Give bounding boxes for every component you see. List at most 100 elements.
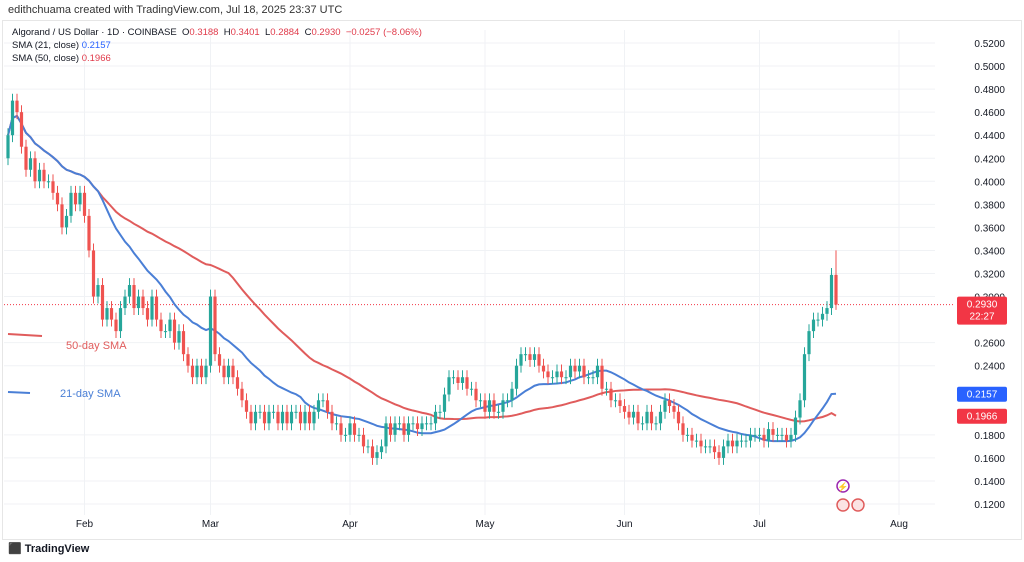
candle-body (505, 400, 510, 402)
time-tick-label: May (476, 519, 495, 530)
candle-body (600, 365, 604, 389)
candle-body (312, 411, 316, 424)
candle-body (294, 411, 298, 413)
open-label: O (182, 27, 190, 38)
candle-body (519, 354, 523, 366)
candle-body (645, 411, 649, 424)
candle-body (514, 365, 519, 389)
candle-body (667, 400, 672, 407)
candle-body (730, 440, 735, 447)
open-value: 0.3188 (189, 27, 219, 38)
candle-body (298, 411, 303, 424)
candle-body (244, 400, 249, 412)
time-tick-label: Aug (890, 519, 908, 530)
time-tick-label: Jun (616, 519, 632, 530)
candle-body (145, 308, 150, 320)
candle-body (762, 434, 766, 441)
symbol-title[interactable]: Algorand / US Dollar · 1D · COINBASE (12, 27, 177, 38)
candle-body (537, 354, 541, 366)
candle-body (559, 371, 564, 378)
candle-body (10, 100, 15, 136)
candle-body (127, 285, 132, 297)
candle-body (19, 112, 24, 147)
candle-body (24, 146, 28, 170)
candle-body (771, 429, 775, 435)
candle-body (105, 308, 109, 320)
price-tag-value: 0.2930 (967, 300, 998, 311)
candle-body (402, 423, 406, 435)
sma21-tag-value: 0.2157 (967, 390, 998, 401)
candle-body (249, 411, 253, 424)
candle-body (613, 400, 618, 402)
sma50-annotation: 50-day SMA (66, 340, 127, 352)
price-tick-label: 0.4800 (974, 85, 1005, 96)
price-tick-label: 0.3200 (974, 270, 1005, 281)
candle-body (303, 411, 307, 424)
price-tag: 0.2930 22:27 (957, 296, 1007, 325)
candle-body (456, 377, 460, 383)
candle-body (316, 400, 321, 412)
low-value: 0.2884 (270, 27, 300, 38)
candle-body (735, 440, 739, 447)
candles (6, 93, 838, 465)
candle-body (717, 452, 721, 458)
candle-body (379, 446, 384, 453)
candle-body (753, 434, 757, 436)
candle-body (825, 308, 829, 314)
high-label: H (223, 27, 231, 38)
low-label: L (264, 27, 271, 38)
candle-body (784, 434, 789, 441)
sma50-value: 0.1966 (81, 53, 111, 64)
candle-body (798, 400, 802, 418)
sma21-row[interactable]: SMA (21, close) 0.2157 (12, 39, 422, 52)
candle-body (807, 331, 811, 355)
candle-body (330, 411, 334, 424)
candle-body (433, 411, 438, 424)
candle-body (424, 423, 429, 425)
price-tick-label: 0.5200 (974, 39, 1005, 50)
candle-body (496, 411, 501, 413)
price-tag-countdown: 22:27 (969, 312, 994, 323)
candle-body (15, 100, 19, 113)
candle-body (469, 388, 474, 390)
candle-body (262, 411, 267, 424)
candle-body (631, 411, 636, 418)
time-tick-label: Feb (76, 519, 94, 530)
sma50-row[interactable]: SMA (50, close) 0.1966 (12, 52, 422, 65)
candle-body (87, 215, 91, 251)
candle-body (168, 319, 172, 332)
candle-body (397, 423, 402, 425)
candle-body (573, 365, 577, 372)
lightning-event-icon (836, 479, 850, 493)
chart-legend: Algorand / US Dollar · 1D · COINBASE O0.… (12, 26, 422, 65)
candle-body (375, 452, 379, 458)
candle-body (523, 354, 528, 356)
candle-body (280, 411, 285, 424)
candle-body (739, 440, 744, 442)
candle-body (159, 319, 163, 332)
candle-body (55, 192, 60, 205)
candle-body (415, 423, 420, 430)
candle-body (766, 429, 771, 441)
candle-body (465, 377, 469, 389)
candle-body (96, 285, 100, 297)
time-tick-label: Jul (753, 519, 766, 530)
candle-body (622, 406, 627, 412)
ohlc-row: Algorand / US Dollar · 1D · COINBASE O0.… (12, 26, 422, 39)
candle-body (474, 388, 478, 401)
candle-body (28, 158, 33, 170)
candle-body (177, 331, 181, 343)
price-tick-label: 0.4400 (974, 131, 1005, 142)
event-icons[interactable]: ⚡ (836, 479, 865, 512)
candle-body (136, 296, 141, 309)
candle-body (708, 446, 712, 448)
candle-body (276, 411, 280, 424)
candle-body (114, 319, 118, 332)
candle-body (42, 169, 46, 182)
candle-body (78, 192, 82, 205)
price-axis: 0.5200 0.5000 0.4800 0.4600 0.4400 0.4200 0.40… (974, 39, 1005, 511)
candle-body (267, 411, 271, 424)
candle-body (204, 365, 208, 378)
tradingview-logo[interactable]: ⬛ TradingView (8, 542, 89, 556)
